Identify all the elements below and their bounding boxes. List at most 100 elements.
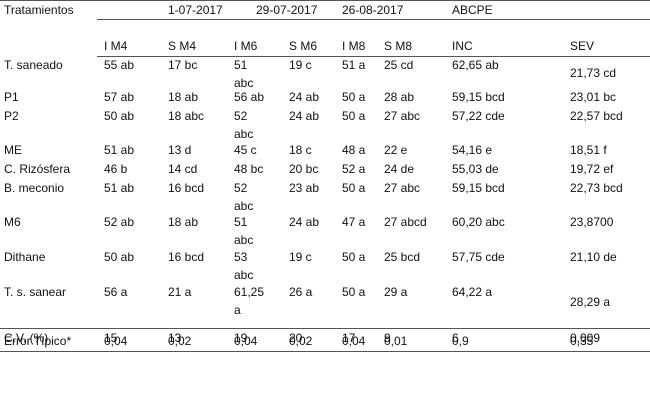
table-cell: 16 bcd	[168, 181, 204, 195]
cell-text: 18 abc	[168, 109, 205, 123]
table-cell: 24 ab	[289, 90, 319, 104]
cell-text: 52 ab	[104, 215, 135, 229]
table-cell: 57,22 cde	[452, 109, 505, 123]
cell-text: 19 c	[289, 58, 312, 72]
row-label: P1	[4, 90, 19, 104]
row-label: B. meconio	[4, 181, 65, 195]
cell-text: 52	[234, 109, 248, 123]
cell-text: 25 bcd	[384, 250, 421, 264]
cell-text: 14 cd	[168, 162, 198, 176]
table-cell: 22 e	[384, 143, 407, 157]
cell-text: abc	[234, 127, 254, 141]
cell-text: 53	[234, 250, 248, 264]
cell-text: 48 a	[342, 143, 366, 157]
table-cell: 24 ab	[289, 215, 319, 229]
table-cell: 48 bc	[234, 162, 263, 176]
cell-text: 56 ab	[234, 90, 265, 104]
cell-text: 27 abcd	[384, 215, 427, 229]
table-cell: 59,15 bcd	[452, 90, 505, 104]
cell-text: 57,22 cde	[452, 109, 505, 123]
table-cell: 22,73 bcd	[570, 181, 623, 195]
cell-text: 29 a	[384, 285, 408, 299]
group-header: 1-07-2017	[168, 3, 223, 17]
cell-text: 64,22 a	[452, 285, 493, 299]
footer-cell: 0,02	[168, 334, 192, 348]
cell-text: 50 a	[342, 90, 366, 104]
table-cell: 13 d	[168, 143, 191, 157]
table-cell: 25 cd	[384, 58, 413, 72]
table-cell: 29 a	[384, 285, 407, 299]
cell-text: 46 b	[104, 162, 128, 176]
cell-text: 27 abc	[384, 181, 421, 195]
table-cell: 14 cd	[168, 162, 197, 176]
cell-text: 21,10 de	[570, 250, 617, 264]
row-label: T. saneado	[4, 58, 63, 72]
cell-text: 60,20 abc	[452, 215, 505, 229]
table-cell: 61,25 a	[234, 285, 264, 317]
table-cell: 62,65 ab	[452, 58, 499, 72]
table-cell: 51 a	[342, 58, 365, 72]
cell-text: a	[234, 303, 241, 317]
table-cell: 56 ab	[234, 90, 264, 104]
cell-text: 18 c	[289, 143, 312, 157]
footer-cell: 17	[342, 331, 356, 345]
row-label: ME	[4, 143, 22, 157]
table-cell: 51 abc	[234, 58, 253, 90]
cell-text: 51 ab	[104, 181, 135, 195]
table-cell: 50 ab	[104, 109, 134, 123]
table-cell: 51 abc	[234, 215, 253, 247]
column-header: INC	[452, 39, 473, 53]
cell-text: 22,57 bcd	[570, 109, 623, 123]
cell-text: abc	[234, 76, 254, 90]
table-cell: 50 ab	[104, 250, 134, 264]
footer-cell: 0,01	[384, 334, 408, 348]
cell-text: 47 a	[342, 215, 366, 229]
table-cell: 22,57 bcd	[570, 109, 623, 123]
column-header-rule	[97, 56, 650, 57]
table-cell: 16 bcd	[168, 250, 204, 264]
group-header: 29-07-2017	[256, 3, 318, 17]
table-cell: 46 b	[104, 162, 127, 176]
column-header: I M6	[234, 39, 258, 53]
cell-text: 50 a	[342, 181, 366, 195]
row-label: M6	[4, 215, 21, 229]
top-rule	[0, 0, 650, 1]
table-cell: 52 a	[342, 162, 365, 176]
cell-text: 50 a	[342, 285, 366, 299]
footer-cell: 19	[234, 331, 248, 345]
table-cell: 27 abc	[384, 181, 420, 195]
table-cell: 48 a	[342, 143, 365, 157]
cell-text: 51 a	[342, 58, 366, 72]
footer-label: Error Típico*	[4, 334, 72, 348]
table-cell: 53 abc	[234, 250, 253, 282]
cell-text: 51 ab	[104, 143, 135, 157]
cell-text: 52	[234, 181, 248, 195]
table-cell: 50 a	[342, 250, 365, 264]
column-header: I M4	[104, 39, 128, 53]
cell-text: 45 c	[234, 143, 257, 157]
column-header: I M8	[342, 39, 366, 53]
table-cell: 23,01 bc	[570, 90, 616, 104]
table-cell: 20 bc	[289, 162, 318, 176]
cell-text: 24 de	[384, 162, 415, 176]
cell-text: 50 ab	[104, 250, 135, 264]
cell-text: 55,03 de	[452, 162, 499, 176]
cell-text: 16 bcd	[168, 181, 205, 195]
cell-text: 51	[234, 58, 248, 72]
table-cell: 18 abc	[168, 109, 204, 123]
cell-text: 28,29 a	[570, 295, 611, 309]
footer-label: C.V. (%)	[4, 331, 49, 345]
cell-text: 18 ab	[168, 215, 199, 229]
cell-text: 20 bc	[289, 162, 319, 176]
cell-text: 52 a	[342, 162, 366, 176]
table-cell: 23 ab	[289, 181, 319, 195]
cell-text: 50 a	[342, 250, 366, 264]
cell-text: 23 ab	[289, 181, 320, 195]
column-header: S M4	[168, 39, 197, 53]
cell-text: 24 ab	[289, 215, 320, 229]
cell-text: abc	[234, 199, 254, 213]
cell-text: 21,73 cd	[570, 66, 617, 80]
column-header: SEV	[570, 39, 595, 53]
cell-text: 19,72 ef	[570, 162, 614, 176]
table-cell: 52 ab	[104, 215, 134, 229]
